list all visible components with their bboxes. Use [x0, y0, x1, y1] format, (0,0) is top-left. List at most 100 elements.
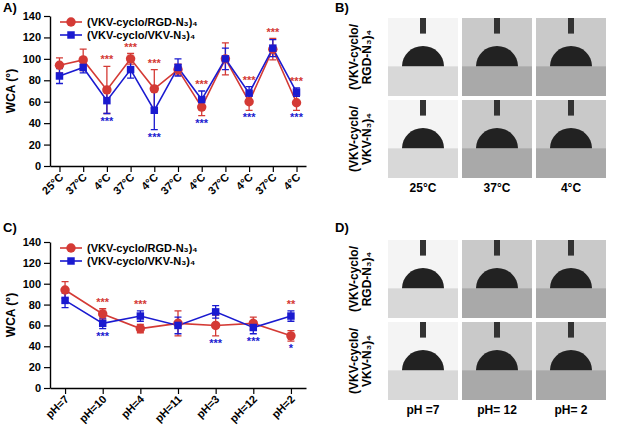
x-tick: 37°C — [205, 166, 231, 197]
needle — [568, 18, 574, 34]
x-tick-mark — [296, 166, 297, 172]
photo — [462, 100, 532, 178]
x-tick-mark — [253, 388, 254, 394]
significance-label: *** — [124, 41, 138, 53]
x-tick-mark — [273, 166, 274, 172]
y-tick-label: 40 — [29, 340, 41, 352]
y-tick-label: 120 — [23, 257, 41, 269]
x-tick-label: 4°C — [91, 171, 113, 193]
chart-panel: 02040608010012014025°C37°C4°C37°C4°C37°C… — [4, 10, 307, 197]
x-tick-label: pH=2 — [269, 393, 297, 421]
x-tick-mark — [65, 388, 66, 394]
droplet — [550, 128, 592, 148]
plot-marks — [55, 39, 301, 130]
row-label-line: (VKV-cyclo/ — [347, 23, 361, 90]
x-tick-mark — [291, 388, 292, 394]
x-tick: 37°C — [63, 166, 89, 197]
column-label: pH =7 — [406, 403, 439, 417]
x-tick-mark — [154, 166, 155, 172]
photo — [536, 18, 606, 96]
x-tick-mark — [249, 166, 250, 172]
x-tick: pH=4 — [119, 388, 147, 420]
needle — [568, 322, 574, 338]
data-point — [221, 54, 230, 63]
y-tick-mark — [44, 263, 50, 264]
needle — [420, 240, 426, 256]
droplet — [550, 268, 592, 288]
data-point — [103, 97, 110, 104]
substrate — [536, 148, 606, 178]
significance-label: *** — [96, 330, 110, 342]
y-tick: 80 — [29, 74, 50, 86]
data-point — [292, 98, 301, 107]
photo — [536, 100, 606, 178]
significance-label: *** — [100, 115, 114, 127]
significance-label: *** — [148, 131, 162, 143]
significance-labels: ****************** — [96, 296, 296, 354]
legend-label: (VKV-cyclo/RGD-N₃)₄ — [87, 242, 198, 254]
data-point — [245, 89, 252, 96]
panel-label: B) — [335, 0, 349, 15]
legend-entry: (VKV-cyclo/VKV-N₃)₄ — [60, 255, 195, 267]
x-tick-mark — [130, 166, 131, 172]
x-tick: 37°C — [253, 166, 279, 197]
data-point — [211, 321, 220, 330]
y-tick-mark — [44, 123, 50, 124]
photo-background — [536, 100, 606, 178]
x-tick: 37°C — [111, 166, 137, 197]
y-axis-title: WCA (°) — [4, 69, 18, 113]
y-tick-label: 80 — [29, 299, 41, 311]
row-label-line: VKV-N₃)₄ — [360, 335, 374, 387]
row-label: (VKV-cyclo/RGD-N₃)₄ — [347, 245, 374, 312]
y-tick: 0 — [35, 160, 50, 172]
y-axis: 020406080100120140 — [23, 10, 51, 172]
y-axis-line — [50, 243, 51, 389]
data-point — [126, 54, 135, 63]
panel-label: D) — [335, 220, 349, 235]
y-tick: 0 — [35, 382, 50, 394]
x-tick-label: 37°C — [253, 171, 279, 197]
x-tick-label: 37°C — [158, 171, 184, 197]
y-tick: 120 — [23, 31, 50, 43]
legend-entry: (VKV-cyclo/VKV-N₃)₄ — [60, 29, 195, 41]
y-tick: 140 — [23, 10, 50, 22]
data-point — [60, 285, 69, 294]
x-tick-label: pH=11 — [152, 393, 184, 425]
y-tick: 20 — [29, 139, 50, 151]
needle — [420, 322, 426, 338]
data-point — [102, 85, 111, 94]
x-tick: 37°C — [158, 166, 184, 197]
series-line — [59, 48, 296, 110]
photo-background — [388, 322, 458, 400]
data-point — [150, 84, 159, 93]
x-tick-mark — [107, 166, 108, 172]
legend-marker — [66, 243, 75, 252]
legend-label: (VKV-cyclo/RGD-N₃)₄ — [87, 16, 198, 28]
y-tick: 20 — [29, 361, 50, 373]
droplet — [402, 268, 444, 288]
error-bar — [151, 91, 158, 130]
error-bar — [137, 311, 144, 321]
significance-label: ** — [287, 298, 296, 310]
x-axis: pH=7pH=10pH=4pH=11pH=3pH=12pH=2 — [43, 388, 306, 425]
y-tick-mark — [44, 102, 50, 103]
significance-label: * — [289, 342, 294, 354]
photo-background — [388, 18, 458, 96]
y-tick-mark — [44, 166, 50, 167]
data-point — [61, 297, 68, 304]
error-bar — [175, 311, 182, 336]
x-tick: pH=11 — [152, 388, 184, 424]
droplet — [550, 46, 592, 66]
photo-panel: (VKV-cyclo/RGD-N₃)₄(VKV-cyclo/VKV-N₃)₄25… — [347, 18, 606, 195]
needle — [420, 100, 426, 116]
row-label-line: (VKV-cyclo/ — [347, 245, 361, 312]
chart-panel: 020406080100120140pH=7pH=10pH=4pH=11pH=3… — [4, 236, 307, 425]
photo-panel: (VKV-cyclo/RGD-N₃)₄(VKV-cyclo/VKV-N₃)₄ pH… — [347, 240, 606, 417]
needle — [568, 100, 574, 116]
photo-background — [536, 240, 606, 318]
significance-label: *** — [243, 74, 257, 86]
x-tick-label: pH=12 — [227, 393, 259, 425]
x-tick-label: 37°C — [205, 171, 231, 197]
x-tick: pH=10 — [77, 388, 109, 425]
data-point — [79, 64, 86, 71]
